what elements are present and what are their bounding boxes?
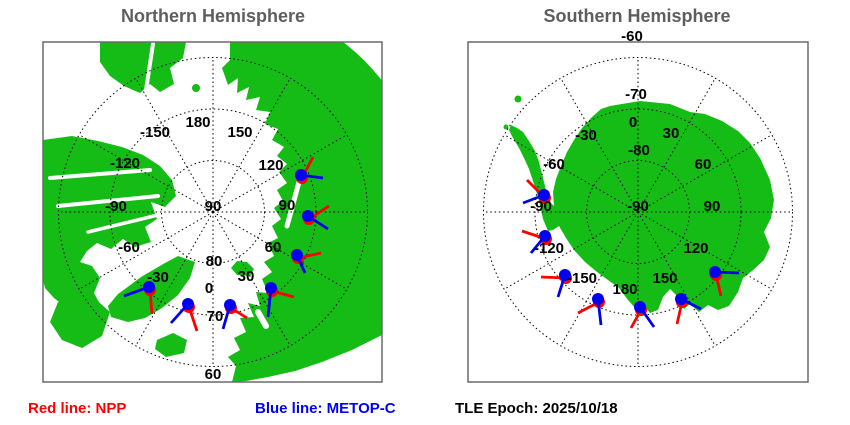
land-wrangel-island [192,84,200,92]
metopc-position-marker [143,281,155,293]
graticule-label: 120 [258,157,283,174]
graticule-label: 70 [207,308,224,325]
legend-tle-epoch: TLE Epoch: 2025/10/18 [455,400,618,417]
graticule-label: -30 [147,269,169,286]
south-map [468,42,808,382]
graticule-label: -60 [118,239,140,256]
north-land [43,42,382,382]
north-map-border [42,41,383,383]
npp-track-line [148,289,154,315]
land-siberia-russia [222,42,382,382]
graticule-label: 60 [265,239,282,256]
land-chukotka-alaska [100,42,186,93]
graticule-label: -90 [530,198,552,215]
npp-track-line [714,274,723,297]
graticule-label: -90 [105,198,127,215]
south-map-title: Southern Hemisphere [543,6,730,26]
graticule-label: -30 [575,127,597,144]
graticule-label: 30 [238,268,255,285]
graticule-label: 80 [206,253,223,270]
south-graticule [483,57,793,367]
legend-npp: Red line: NPP [28,400,126,417]
metopc-position-marker [265,282,277,294]
latitude-circle [58,57,368,367]
npp-track-line [187,306,199,332]
metopc-position-marker [224,299,236,311]
north-satellites [123,156,330,332]
graticule-label: -60 [621,28,643,45]
white-sea-notch [255,309,269,329]
graticule-label: 150 [227,124,252,141]
bering-strait-channel [144,42,155,92]
graticule-label: -120 [534,240,564,257]
parry-channel-3 [86,212,164,234]
graticule-label: 90 [205,198,222,215]
land-antarctica [509,101,774,313]
north-map [43,42,382,382]
metopc-position-marker [538,189,550,201]
metopc-position-marker [182,298,194,310]
south-satellites [521,179,740,329]
north-map-title: Northern Hemisphere [121,6,305,26]
graticule-label: -90 [627,198,649,215]
graticule-label: 60 [695,156,712,173]
graticule-label: 120 [683,240,708,257]
latitude-circle [586,160,690,264]
graticule-label: -70 [625,86,647,103]
graticule-label: 30 [663,125,680,142]
metopc-position-marker [559,269,571,281]
metopc-position-marker [592,293,604,305]
metopc-position-marker [709,266,721,278]
graticule-label: -60 [543,156,565,173]
south-land [503,95,774,313]
latitude-circle [161,160,265,264]
graticule-label: -150 [567,270,597,287]
north-labels: 180 -150 150 -120 120 -90 90 90 -60 60 -30 30 0 80 70 6… [105,114,295,383]
latitude-circle [109,108,317,316]
npp-track-line [271,289,295,299]
metopc-position-marker [634,301,646,313]
land-island-speck-2 [503,124,509,130]
land-labrador [50,296,110,348]
graticule-label: -150 [140,124,170,141]
parry-channel-1 [48,168,152,180]
parry-channel-2 [56,194,160,208]
graticule-label: -120 [110,155,140,172]
graticule-label: 180 [612,281,637,298]
graticule-label: 90 [279,197,296,214]
npp-track-line [629,309,643,329]
south-map-border [467,41,809,383]
metopc-position-marker [302,210,314,222]
graticule-label: 60 [205,366,222,383]
metopc-position-marker [539,230,551,242]
land-iceland [155,333,187,357]
graticule-label: 90 [704,198,721,215]
south-labels: -60 -70 0 -30 30 -80 -60 60 -90 -90 90 -120 120 -150 1… [530,28,720,298]
north-graticule [58,57,368,367]
graticule-label: 0 [205,280,213,297]
land-island-speck-1 [514,95,522,103]
kara-sea-notch [284,179,302,229]
graticule-label: 150 [652,270,677,287]
metopc-position-marker [291,249,303,261]
graticule-label: -80 [628,142,650,159]
latitude-circle [483,57,793,367]
graticule-label: 0 [629,114,637,131]
legend-metopc: Blue line: METOP-C [255,400,396,417]
npp-track-line [675,301,684,325]
graticule-label: 180 [185,114,210,131]
latitude-circle [534,108,742,316]
metopc-position-marker [295,169,307,181]
metopc-position-marker [675,293,687,305]
